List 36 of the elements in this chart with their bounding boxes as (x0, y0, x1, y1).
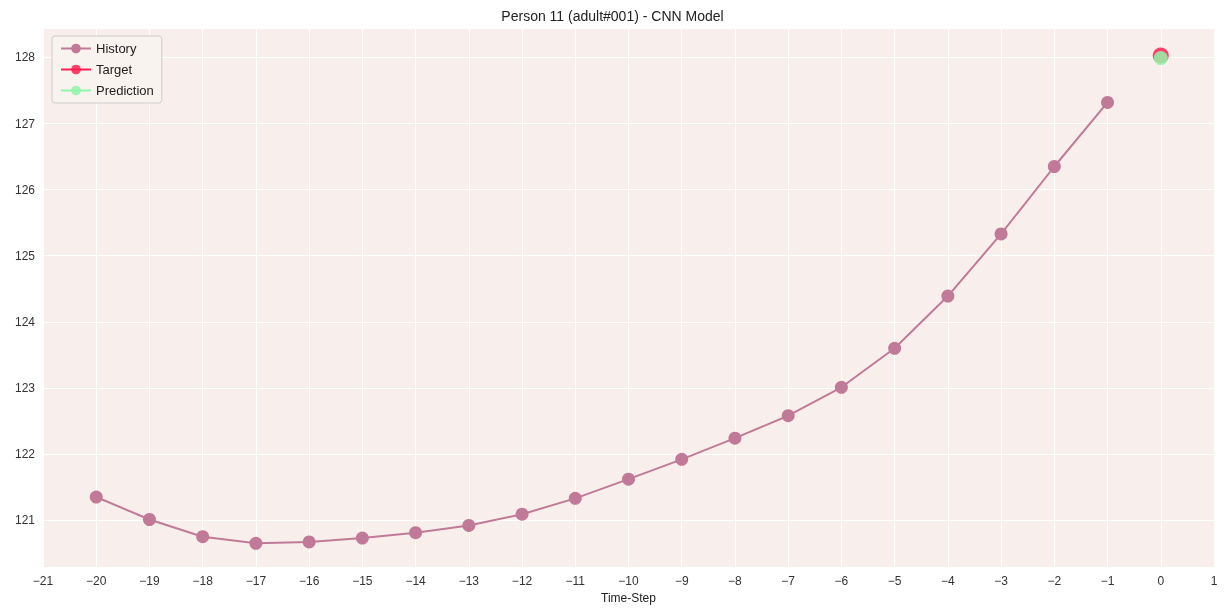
y-tick-label: 124 (14, 314, 36, 329)
x-tick-label: −6 (834, 574, 849, 589)
x-tick-label: −8 (728, 574, 743, 589)
y-tick-label: 125 (14, 248, 36, 263)
x-tick-label: −16 (298, 574, 320, 589)
x-tick-label: −15 (352, 574, 373, 589)
y-tick-label: 127 (14, 116, 36, 131)
x-tick-label: −13 (458, 574, 480, 589)
chart-title: Person 11 (adult#001) - CNN Model (501, 8, 724, 24)
x-tick-label: −10 (618, 574, 639, 589)
x-tick-label: −20 (86, 574, 107, 589)
x-tick-label: −12 (511, 574, 533, 589)
x-tick-label: −5 (887, 574, 902, 589)
x-tick-label: −1 (1100, 574, 1115, 589)
x-axis-title: Time-Step (601, 591, 657, 605)
y-tick-label: 122 (14, 447, 36, 462)
x-tick-label: −3 (994, 574, 1009, 589)
x-tick-label: −9 (674, 574, 689, 589)
x-tick-label: −2 (1047, 574, 1062, 589)
x-tick-label: 1 (1210, 574, 1218, 589)
y-tick-label: 126 (14, 182, 36, 197)
y-tick-label: 123 (14, 380, 36, 395)
x-tick-label: 0 (1157, 574, 1165, 589)
y-tick-label: 128 (14, 50, 36, 65)
x-tick-label: −11 (565, 574, 586, 589)
x-tick-label: −17 (245, 574, 267, 589)
y-tick-label: 121 (14, 513, 36, 528)
legend-label: Prediction (96, 83, 154, 98)
x-tick-label: −4 (941, 574, 956, 589)
legend-label: Target (96, 62, 133, 77)
x-tick-label: −18 (192, 574, 214, 589)
legend-label: History (96, 41, 137, 56)
x-tick-label: −21 (32, 574, 54, 589)
x-tick-label: −7 (781, 574, 796, 589)
x-tick-label: −19 (139, 574, 160, 589)
x-tick-label: −14 (405, 574, 427, 589)
